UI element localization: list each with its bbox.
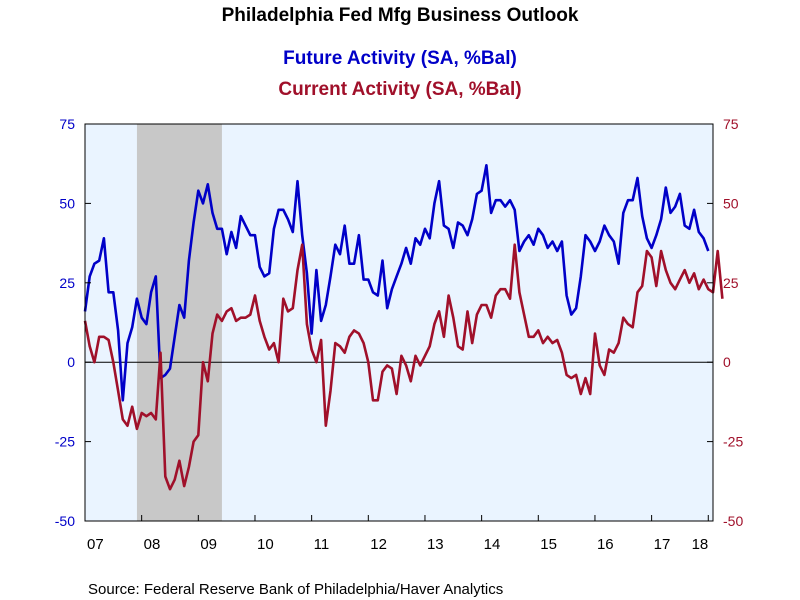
x-tick-label: 14 <box>484 536 501 553</box>
legend-future-activity: Future Activity (SA, %Bal) <box>283 48 517 69</box>
series-line-future-activity <box>83 164 710 402</box>
x-tick-label: 15 <box>540 536 557 553</box>
series-line-current-activity <box>83 243 724 491</box>
y-tick-label-right: -50 <box>723 513 743 529</box>
y-tick-label-right: 50 <box>723 195 739 211</box>
y-tick-label-right: 0 <box>723 354 731 370</box>
x-tick-label: 07 <box>87 536 104 553</box>
plot-area: 75 75 50 50 25 25 0 0 -25 -25 -50 -50 07 08 09 10 11 12 13… <box>55 116 744 553</box>
y-tick-label-left: 75 <box>59 116 75 132</box>
source-note: Source: Federal Reserve Bank of Philadel… <box>88 581 503 598</box>
x-tick-label: 11 <box>314 536 330 553</box>
y-tick-label-left: 0 <box>67 354 75 370</box>
y-tick-label-right: -25 <box>723 434 743 450</box>
x-tick-label: 18 <box>692 536 709 553</box>
plot-frame <box>84 123 714 522</box>
y-tick-label-left: 25 <box>59 275 75 291</box>
x-tick-label: 09 <box>200 536 217 553</box>
chart-title: Philadelphia Fed Mfg Business Outlook <box>222 5 579 26</box>
x-tick-label: 12 <box>370 536 387 553</box>
y-tick-label-left: -50 <box>55 513 75 529</box>
x-tick-label: 13 <box>427 536 444 553</box>
y-tick-label-right: 25 <box>723 275 739 291</box>
x-tick-label: 17 <box>654 536 671 553</box>
y-tick-label-left: 50 <box>59 195 75 211</box>
y-tick-label-left: -25 <box>55 434 75 450</box>
x-tick-label: 16 <box>597 536 614 553</box>
legend-current-activity: Current Activity (SA, %Bal) <box>278 79 521 100</box>
x-tick-label: 08 <box>144 536 161 553</box>
y-tick-label-right: 75 <box>723 116 739 132</box>
x-tick-label: 10 <box>257 536 274 553</box>
